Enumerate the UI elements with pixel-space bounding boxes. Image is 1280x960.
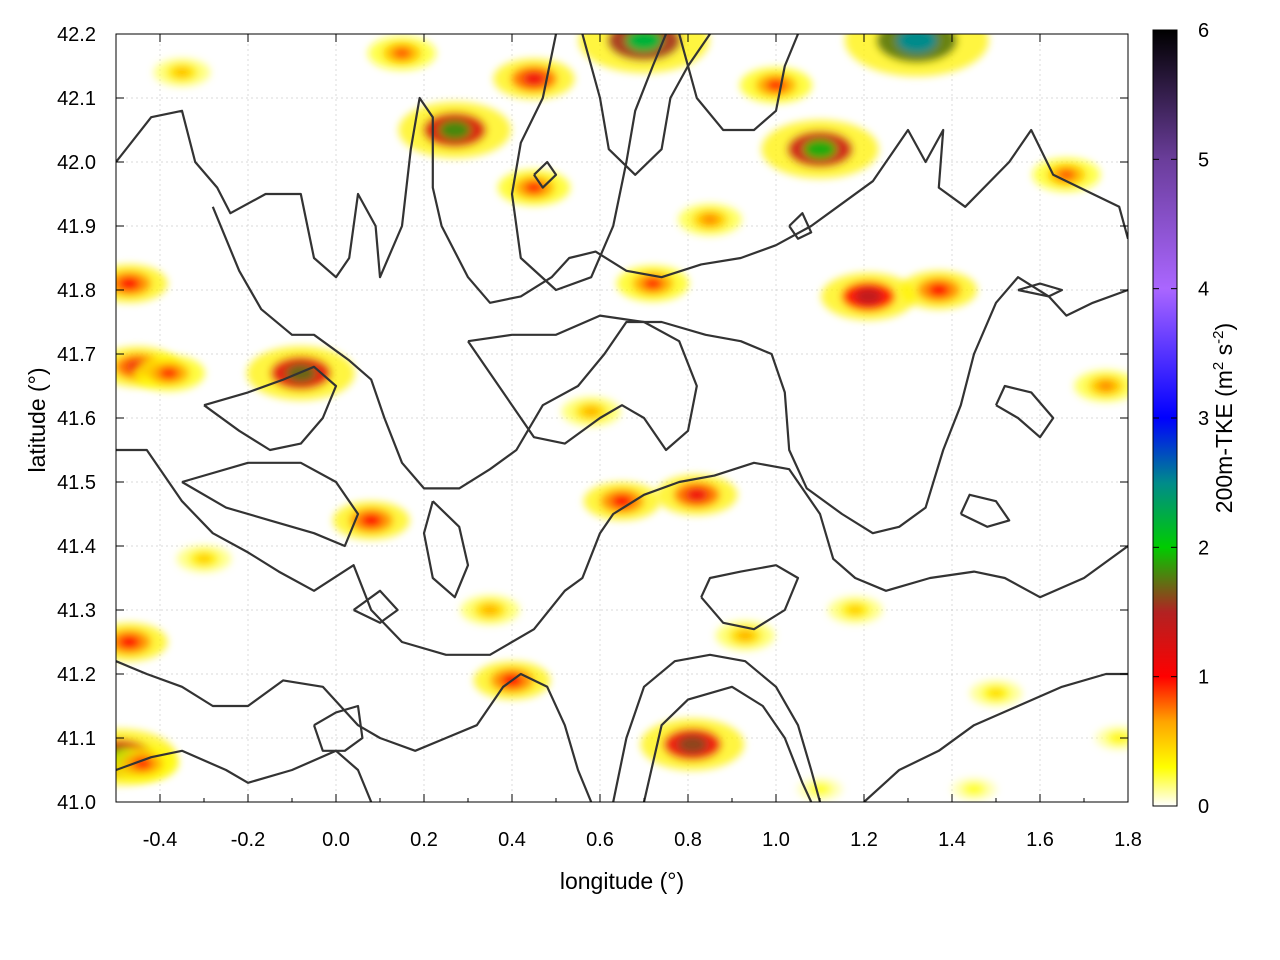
x-tick-label-1: -0.2 xyxy=(231,829,265,851)
tke-hotspot-0 xyxy=(153,58,211,87)
colorbar-ticks: 0 1 2 3 4 5 6 xyxy=(1153,20,1209,818)
y-tick-label-11: 42.1 xyxy=(57,88,96,110)
x-tick-label-8: 1.2 xyxy=(850,829,878,851)
y-tick-label-6: 41.6 xyxy=(57,408,96,430)
tke-hotspot-5 xyxy=(761,119,879,179)
tke-hotspot-27 xyxy=(715,620,775,651)
y-axis-ticks: 41.0 41.1 41.2 41.3 41.4 41.5 41.6 41.7 41.8 41.9… xyxy=(57,24,1128,814)
tke-hotspot-7 xyxy=(900,270,978,310)
contour-line-18 xyxy=(959,493,1011,528)
x-axis-ticks: -0.4 -0.2 0.0 0.2 0.4 0.6 0.8 1.0 1.2 1.4 1.6 1.8 xyxy=(115,34,1142,851)
x-tick-label-7: 1.0 xyxy=(762,829,790,851)
contour-line-12 xyxy=(203,365,338,452)
contour-line-15 xyxy=(700,564,800,631)
colorbar-tick-label-1: 1 xyxy=(1198,667,1209,689)
tke-hotspot-16 xyxy=(678,203,742,236)
contour-line-13 xyxy=(181,461,360,548)
colorbar-tick-label-3: 3 xyxy=(1198,408,1209,430)
colorbar-label-mid: s xyxy=(1211,344,1237,362)
contour-line-4 xyxy=(612,653,822,802)
contour-line-10 xyxy=(581,34,711,176)
tke-hotspot-10 xyxy=(132,355,205,392)
y-tick-label-9: 41.9 xyxy=(57,216,96,238)
terrain-contours xyxy=(116,34,1128,802)
tke-hotspot-13 xyxy=(583,482,661,521)
tke-hotspot-31 xyxy=(460,595,520,625)
colorbar-tick-label-2: 2 xyxy=(1198,537,1209,559)
contour-line-21 xyxy=(788,212,813,240)
y-tick-label-5: 41.5 xyxy=(57,472,96,494)
tke-hotspot-35 xyxy=(797,777,843,801)
colorbar-label-sup-1: 2 xyxy=(1210,362,1227,370)
contour-line-1 xyxy=(211,206,1128,535)
x-tick-label-0: -0.4 xyxy=(143,829,177,851)
x-tick-label-5: 0.6 xyxy=(586,829,614,851)
tke-hotspot-34 xyxy=(951,777,997,801)
y-tick-label-1: 41.1 xyxy=(57,728,96,750)
x-axis-label: longitude (°) xyxy=(560,868,684,894)
contour-line-2 xyxy=(116,448,1128,656)
tke-hotspot-14 xyxy=(656,474,738,516)
x-tick-label-11: 1.8 xyxy=(1114,829,1142,851)
x-tick-label-6: 0.8 xyxy=(674,829,702,851)
tke-hotspot-6 xyxy=(821,272,916,321)
y-tick-label-10: 42.0 xyxy=(57,152,96,174)
contour-line-17 xyxy=(995,384,1055,439)
tke-hotspot-12 xyxy=(332,501,410,540)
tke-hotspot-19 xyxy=(116,745,179,782)
x-tick-label-4: 0.4 xyxy=(498,829,526,851)
tke-hotspot-17 xyxy=(116,622,168,662)
contour-line-7 xyxy=(863,672,1128,802)
y-tick-label-8: 41.8 xyxy=(57,280,96,302)
contour-line-6 xyxy=(116,749,373,802)
tke-hotspot-33 xyxy=(176,545,232,573)
tke-hotspot-28 xyxy=(828,596,883,624)
colorbar-tick-label-4: 4 xyxy=(1198,279,1209,301)
tke-hotspot-21 xyxy=(640,718,745,771)
y-tick-label-0: 41.0 xyxy=(57,792,96,814)
tke-hotspot-25 xyxy=(1074,370,1128,402)
tke-hotspot-32 xyxy=(368,36,436,71)
colorbar-label-sup-2: -2 xyxy=(1210,330,1227,343)
tke-hotspot-24 xyxy=(1032,157,1101,192)
tke-hotspot-30 xyxy=(1095,726,1128,750)
contour-line-16 xyxy=(312,704,364,752)
contour-line-11 xyxy=(467,314,698,452)
tke-hotspot-22 xyxy=(844,34,989,77)
tke-hotspot-1 xyxy=(493,58,575,100)
contour-line-14 xyxy=(422,500,470,599)
colorbar-tick-label-0: 0 xyxy=(1198,796,1209,818)
contour-line-20 xyxy=(533,160,558,189)
tke-hotspot-8 xyxy=(116,264,168,303)
contour-line-5 xyxy=(642,685,813,802)
tke-hotspot-26 xyxy=(561,396,621,427)
x-tick-label-3: 0.2 xyxy=(410,829,438,851)
colorbar-tick-label-5: 5 xyxy=(1198,149,1209,171)
x-tick-label-2: 0.0 xyxy=(322,829,350,851)
x-tick-label-10: 1.6 xyxy=(1026,829,1054,851)
y-tick-label-12: 42.2 xyxy=(57,24,96,46)
tke-hotspot-4 xyxy=(739,67,813,104)
contour-line-3 xyxy=(116,660,593,802)
contour-line-0 xyxy=(116,96,1128,304)
y-axis-label: latitude (°) xyxy=(24,367,50,472)
tke-hotspot-29 xyxy=(969,680,1023,707)
y-tick-label-7: 41.7 xyxy=(57,344,96,366)
y-tick-label-3: 41.3 xyxy=(57,600,96,622)
colorbar-label: 200m-TKE (m2 s-2) xyxy=(1210,323,1237,513)
tke-hotspot-3 xyxy=(398,101,512,159)
x-tick-label-9: 1.4 xyxy=(938,829,966,851)
colorbar-label-end: ) xyxy=(1211,323,1237,331)
tke-field xyxy=(116,34,1128,801)
contour-line-22 xyxy=(352,589,399,624)
y-tick-label-4: 41.4 xyxy=(57,536,96,558)
tke-hotspot-23 xyxy=(578,34,710,74)
tke-hotspot-2 xyxy=(497,169,571,206)
contour-line-8 xyxy=(510,34,668,292)
colorbar-tick-label-6: 6 xyxy=(1198,20,1209,42)
contour-line-19 xyxy=(1017,282,1064,298)
y-tick-label-2: 41.2 xyxy=(57,664,96,686)
contour-line-9 xyxy=(678,34,800,132)
